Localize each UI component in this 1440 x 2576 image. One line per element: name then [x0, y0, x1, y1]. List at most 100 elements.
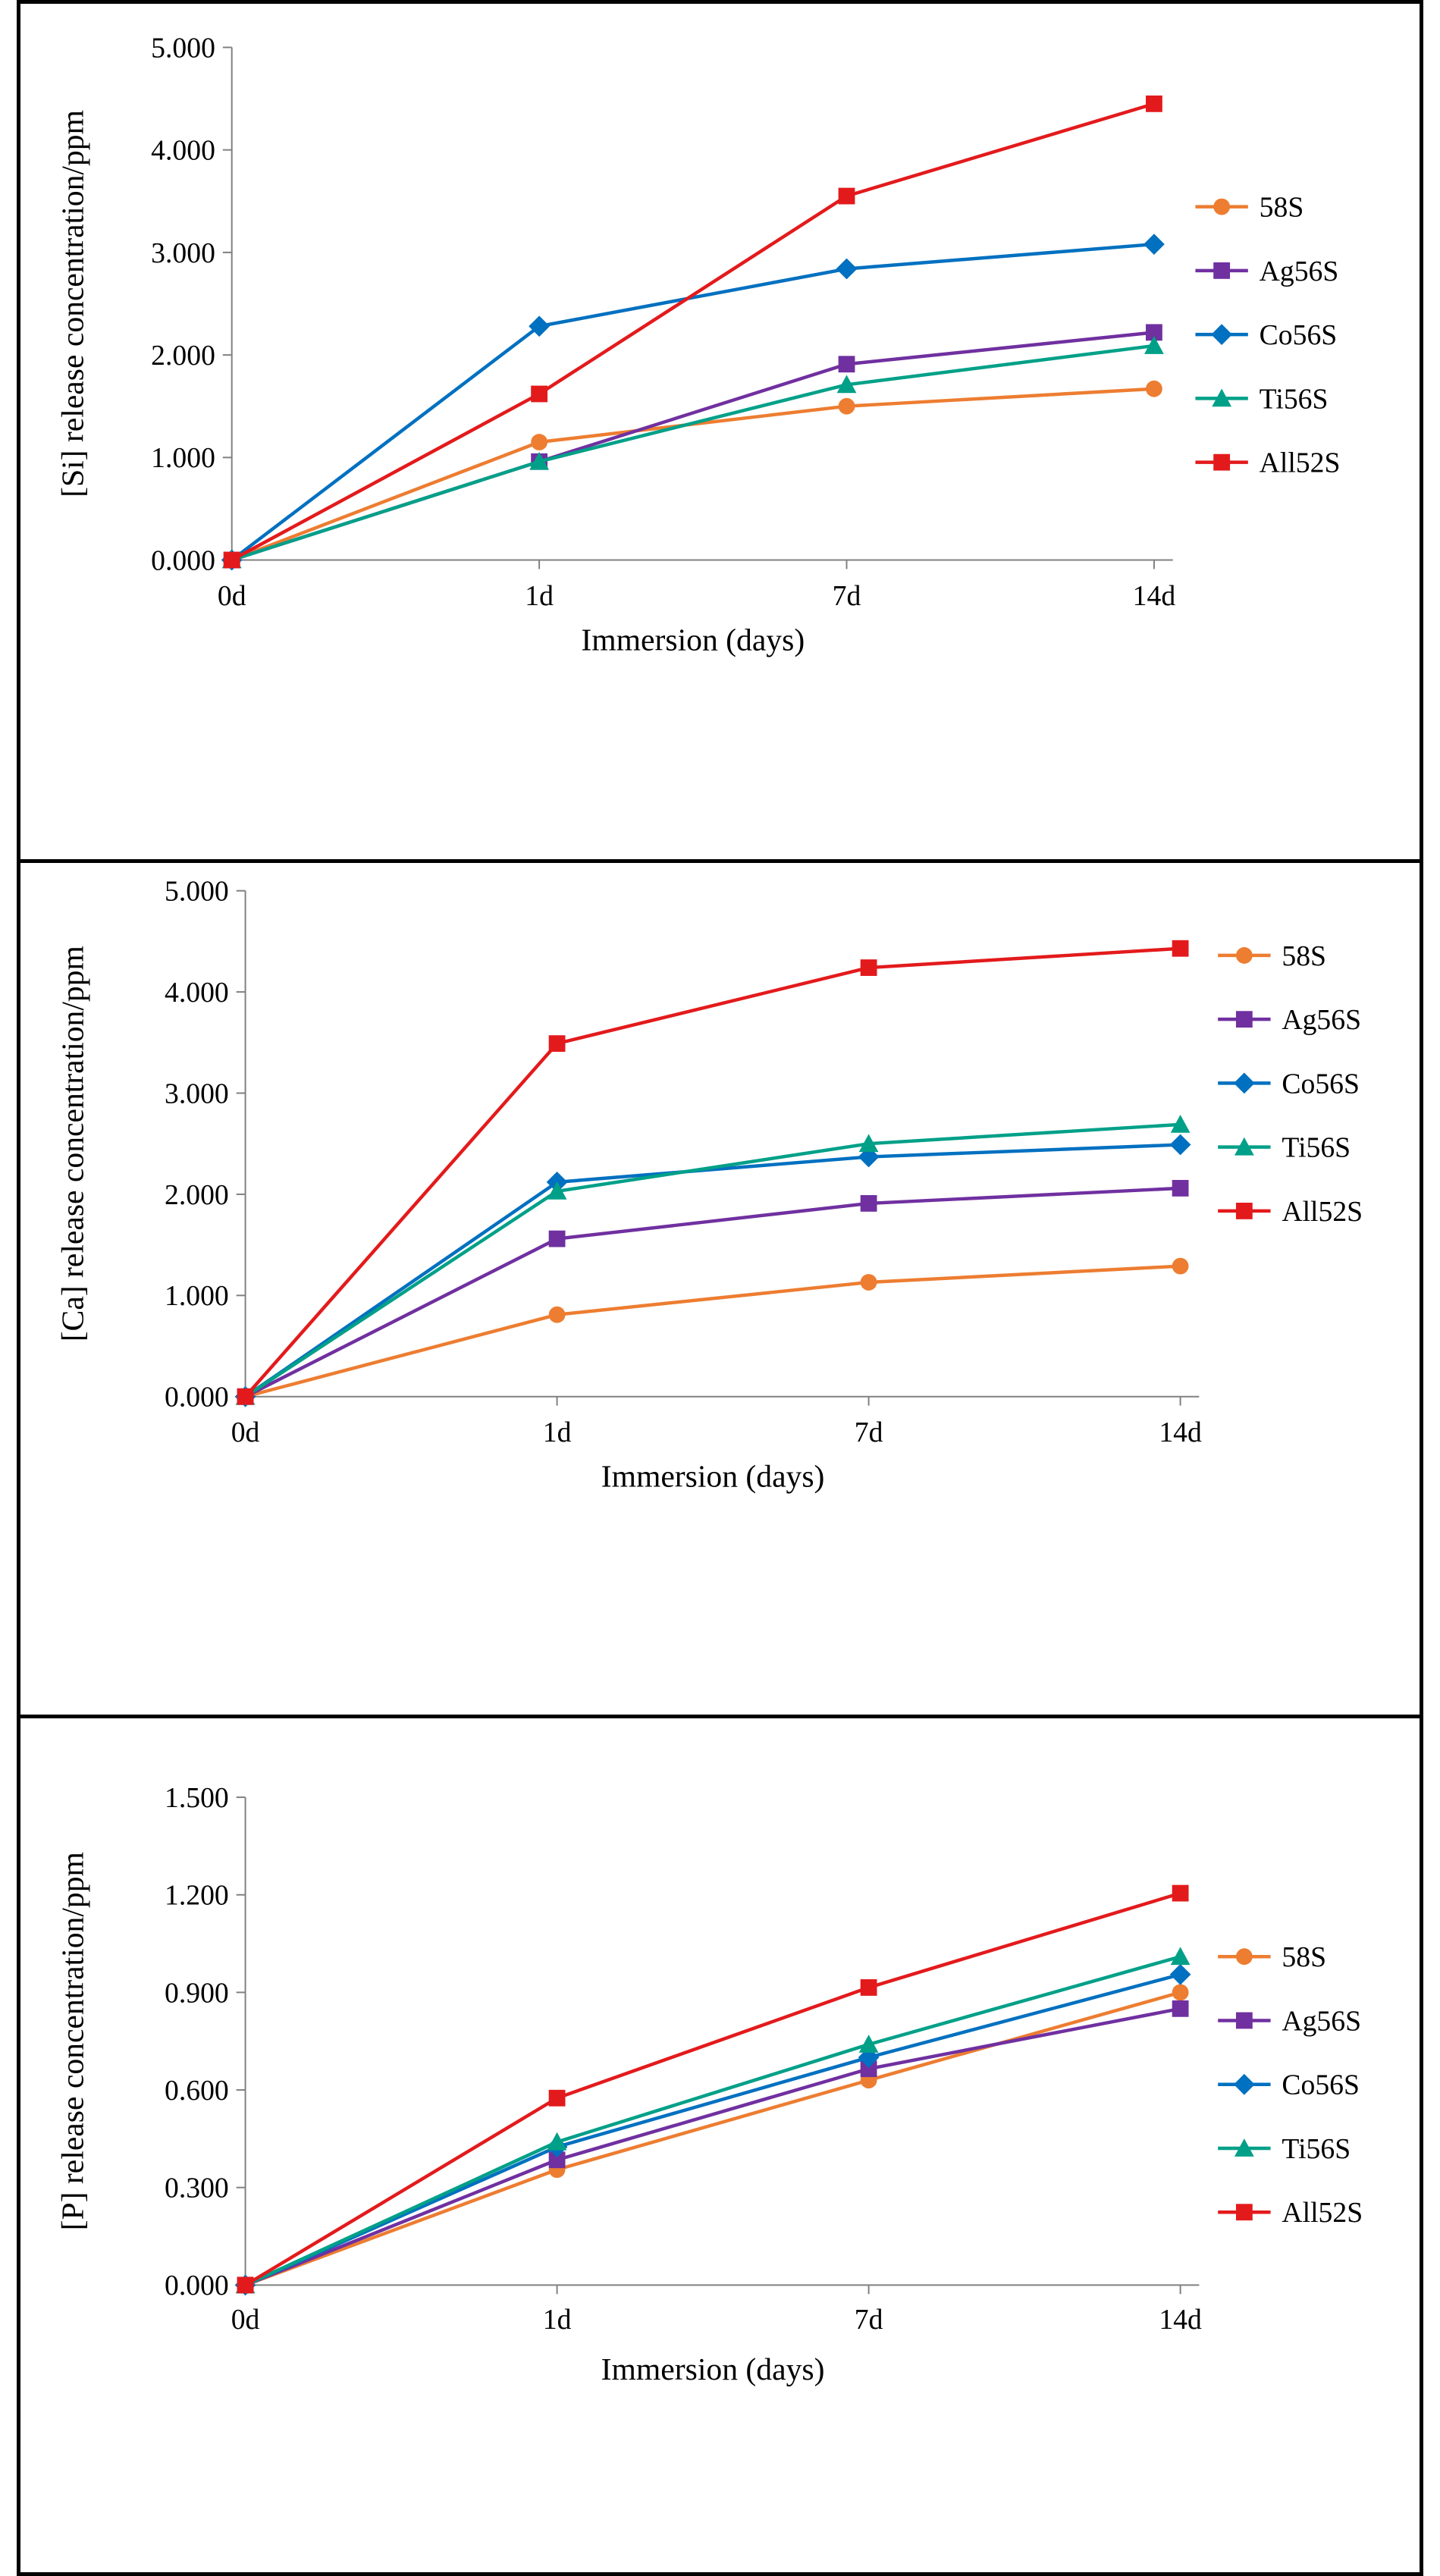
si-series-line-ti56s	[231, 344, 1155, 562]
si-point-co56s	[836, 258, 858, 280]
p-series-line-co56s	[244, 1972, 1181, 2287]
p-x-tick-label: 0d	[231, 2304, 260, 2336]
si-x-tick-label: 1d	[525, 580, 554, 612]
si-point-all52s	[1146, 95, 1162, 112]
ca-y-tick-label: 0.000	[165, 1382, 229, 1414]
ca-point-ag56s	[860, 1195, 877, 1212]
si-legend-label-ag56s: Ag56S	[1260, 256, 1339, 287]
p-y-tick-label: 0.900	[165, 1977, 229, 2009]
si-point-58s	[531, 434, 548, 450]
si-legend-marker-58s	[1213, 198, 1231, 215]
ca-legend-marker-co56s	[1233, 1072, 1255, 1094]
si-point-58s	[838, 397, 855, 415]
ca-x-tick-label: 7d	[855, 1417, 883, 1448]
p-y-tick-label: 0.600	[165, 2075, 229, 2107]
si-chart: 0.000 1.000 2.000 3.000 4.000 5.000 0d 1d 7d 14d I…	[55, 32, 1341, 657]
p-legend-marker-co56s	[1233, 2073, 1255, 2095]
p-point-ti56s	[547, 2132, 567, 2151]
ca-chart-panel: 0.000 1.000 2.000 3.000 4.000 5.000 0d 1d 7d 14d I…	[17, 859, 1423, 1718]
si-point-ag56s	[838, 356, 855, 373]
si-point-ti56s	[836, 375, 857, 394]
ca-x-tick-label: 14d	[1159, 1417, 1202, 1448]
ca-point-ag56s	[548, 1230, 566, 1247]
p-point-ag56s	[1172, 2000, 1189, 2017]
ca-y-tick-label: 1.000	[165, 1280, 229, 1312]
p-legend-label-co56s: Co56S	[1282, 2069, 1360, 2101]
si-legend-label-ti56s: Ti56S	[1260, 383, 1329, 415]
si-y-tick-label: 0.000	[151, 544, 215, 576]
si-legend-label-all52s: All52S	[1260, 447, 1341, 479]
si-y-tick-label: 4.000	[151, 135, 215, 167]
si-legend-marker-co56s	[1211, 324, 1233, 346]
p-series-line-ti56s	[244, 1955, 1181, 2287]
ca-point-ti56s	[1170, 1114, 1191, 1133]
si-point-all52s	[223, 551, 240, 569]
ca-point-58s	[548, 1306, 566, 1323]
p-legend-marker-all52s	[1235, 2204, 1253, 2221]
ca-x-tick-label: 1d	[543, 1417, 572, 1448]
p-point-all52s	[1172, 1884, 1189, 1902]
si-y-tick-label: 3.000	[151, 237, 215, 269]
p-point-ag56s	[860, 2060, 877, 2078]
ca-point-58s	[1172, 1257, 1189, 1275]
p-point-all52s	[548, 2089, 566, 2107]
ca-point-all52s	[860, 959, 877, 976]
p-legend-label-ti56s: Ti56S	[1282, 2133, 1351, 2165]
ca-x-tick-label: 0d	[231, 1417, 260, 1448]
p-legend-label-all52s: All52S	[1282, 2197, 1363, 2229]
si-y-tick-label: 1.000	[151, 442, 215, 474]
ca-legend-label-all52s: All52S	[1282, 1196, 1363, 1228]
ca-legend-marker-58s	[1235, 947, 1253, 964]
si-y-tick-label: 5.000	[151, 32, 215, 64]
p-legend-marker-58s	[1235, 1948, 1253, 1966]
ca-y-axis-title: [Ca] release concentration/ppm	[55, 946, 90, 1341]
si-point-ti56s	[1144, 336, 1164, 354]
ca-point-ti56s	[858, 1134, 879, 1153]
ca-series-line-ag56s	[244, 1186, 1181, 1398]
p-y-tick-label: 0.300	[165, 2173, 229, 2204]
si-point-co56s	[1144, 234, 1165, 255]
ca-x-axis-title: Immersion (days)	[601, 1460, 825, 1495]
ca-y-tick-label: 3.000	[165, 1078, 229, 1109]
p-legend-marker-ag56s	[1235, 2012, 1253, 2029]
si-point-58s	[1146, 380, 1162, 397]
ca-series-line-co56s	[244, 1143, 1181, 1398]
si-y-axis-title: [Si] release concentration/ppm	[55, 110, 90, 497]
p-point-ag56s	[548, 2151, 566, 2169]
si-x-tick-label: 14d	[1133, 580, 1176, 612]
p-point-co56s	[1169, 1963, 1191, 1985]
ca-legend-marker-all52s	[1235, 1203, 1253, 1219]
ca-legend-marker-ti56s	[1234, 1137, 1254, 1156]
p-y-axis-title: [P] release concentration/ppm	[55, 1852, 90, 2230]
si-legend-marker-ag56s	[1213, 262, 1231, 279]
p-point-ti56s	[1170, 1947, 1191, 1966]
p-point-all52s	[860, 1979, 877, 1996]
p-series-line-all52s	[244, 1891, 1181, 2287]
ca-series-line-ti56s	[244, 1122, 1181, 1398]
ca-point-co56s	[1169, 1134, 1191, 1156]
ca-point-58s	[860, 1274, 877, 1291]
p-y-tick-label: 0.000	[165, 2270, 229, 2301]
p-x-tick-label: 14d	[1159, 2304, 1202, 2336]
p-legend-marker-ti56s	[1234, 2138, 1254, 2157]
si-legend-label-58s: 58S	[1260, 192, 1304, 224]
ca-legend-label-ti56s: Ti56S	[1282, 1132, 1351, 1164]
si-legend-label-co56s: Co56S	[1260, 319, 1338, 351]
si-legend-marker-ti56s	[1212, 388, 1232, 407]
si-x-tick-label: 0d	[218, 580, 246, 612]
p-chart: 0.000 0.300 0.600 0.900 1.200 1.500 0d 1d 7d 14d I…	[55, 1782, 1363, 2387]
p-point-ti56s	[858, 2035, 879, 2053]
ca-point-ti56s	[547, 1181, 567, 1200]
p-series-line-ag56s	[244, 2007, 1181, 2287]
si-point-all52s	[838, 187, 855, 205]
ca-y-tick-label: 4.000	[165, 977, 229, 1009]
ca-point-all52s	[237, 1388, 254, 1405]
p-point-all52s	[237, 2276, 254, 2294]
p-series-line-58s	[244, 1991, 1181, 2287]
ca-chart: 0.000 1.000 2.000 3.000 4.000 5.000 0d 1d 7d 14d I…	[55, 876, 1363, 1495]
p-chart-panel: 0.000 0.300 0.600 0.900 1.200 1.500 0d 1d 7d 14d I…	[17, 1715, 1423, 2576]
si-point-ti56s	[529, 451, 549, 470]
si-point-all52s	[531, 385, 548, 403]
ca-y-tick-label: 5.000	[165, 876, 229, 908]
